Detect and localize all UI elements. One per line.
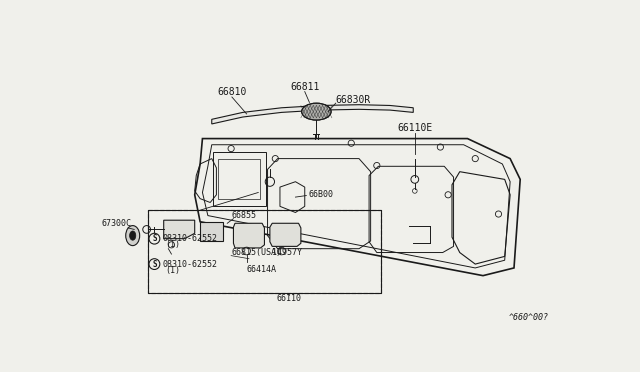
Ellipse shape bbox=[129, 231, 136, 240]
Text: 66811: 66811 bbox=[290, 82, 319, 92]
Text: S: S bbox=[152, 234, 157, 243]
Text: 66414A: 66414A bbox=[246, 265, 276, 274]
Text: 66855: 66855 bbox=[231, 211, 256, 220]
Text: 08310-62552: 08310-62552 bbox=[162, 260, 217, 269]
Text: 14957Y: 14957Y bbox=[272, 248, 302, 257]
Text: 08310-62552: 08310-62552 bbox=[162, 234, 217, 243]
Bar bbox=[148, 210, 381, 294]
Text: (1): (1) bbox=[165, 240, 180, 249]
Text: (1): (1) bbox=[165, 266, 180, 275]
Text: ^660^00?: ^660^00? bbox=[509, 314, 549, 323]
Polygon shape bbox=[212, 105, 413, 124]
Polygon shape bbox=[270, 223, 301, 246]
Text: 66B00: 66B00 bbox=[308, 189, 333, 199]
Text: 66810: 66810 bbox=[217, 87, 246, 97]
Polygon shape bbox=[164, 220, 195, 239]
Polygon shape bbox=[234, 223, 264, 248]
Text: 67300C: 67300C bbox=[102, 219, 132, 228]
Text: 66110E: 66110E bbox=[397, 123, 433, 133]
Text: 66110: 66110 bbox=[276, 294, 301, 303]
Text: 66815(USA): 66815(USA) bbox=[231, 248, 281, 257]
Polygon shape bbox=[200, 222, 223, 241]
Text: 66830R: 66830R bbox=[336, 95, 371, 105]
Bar bbox=[148, 210, 381, 294]
Ellipse shape bbox=[125, 225, 140, 246]
Ellipse shape bbox=[301, 103, 331, 120]
Text: S: S bbox=[152, 260, 157, 269]
